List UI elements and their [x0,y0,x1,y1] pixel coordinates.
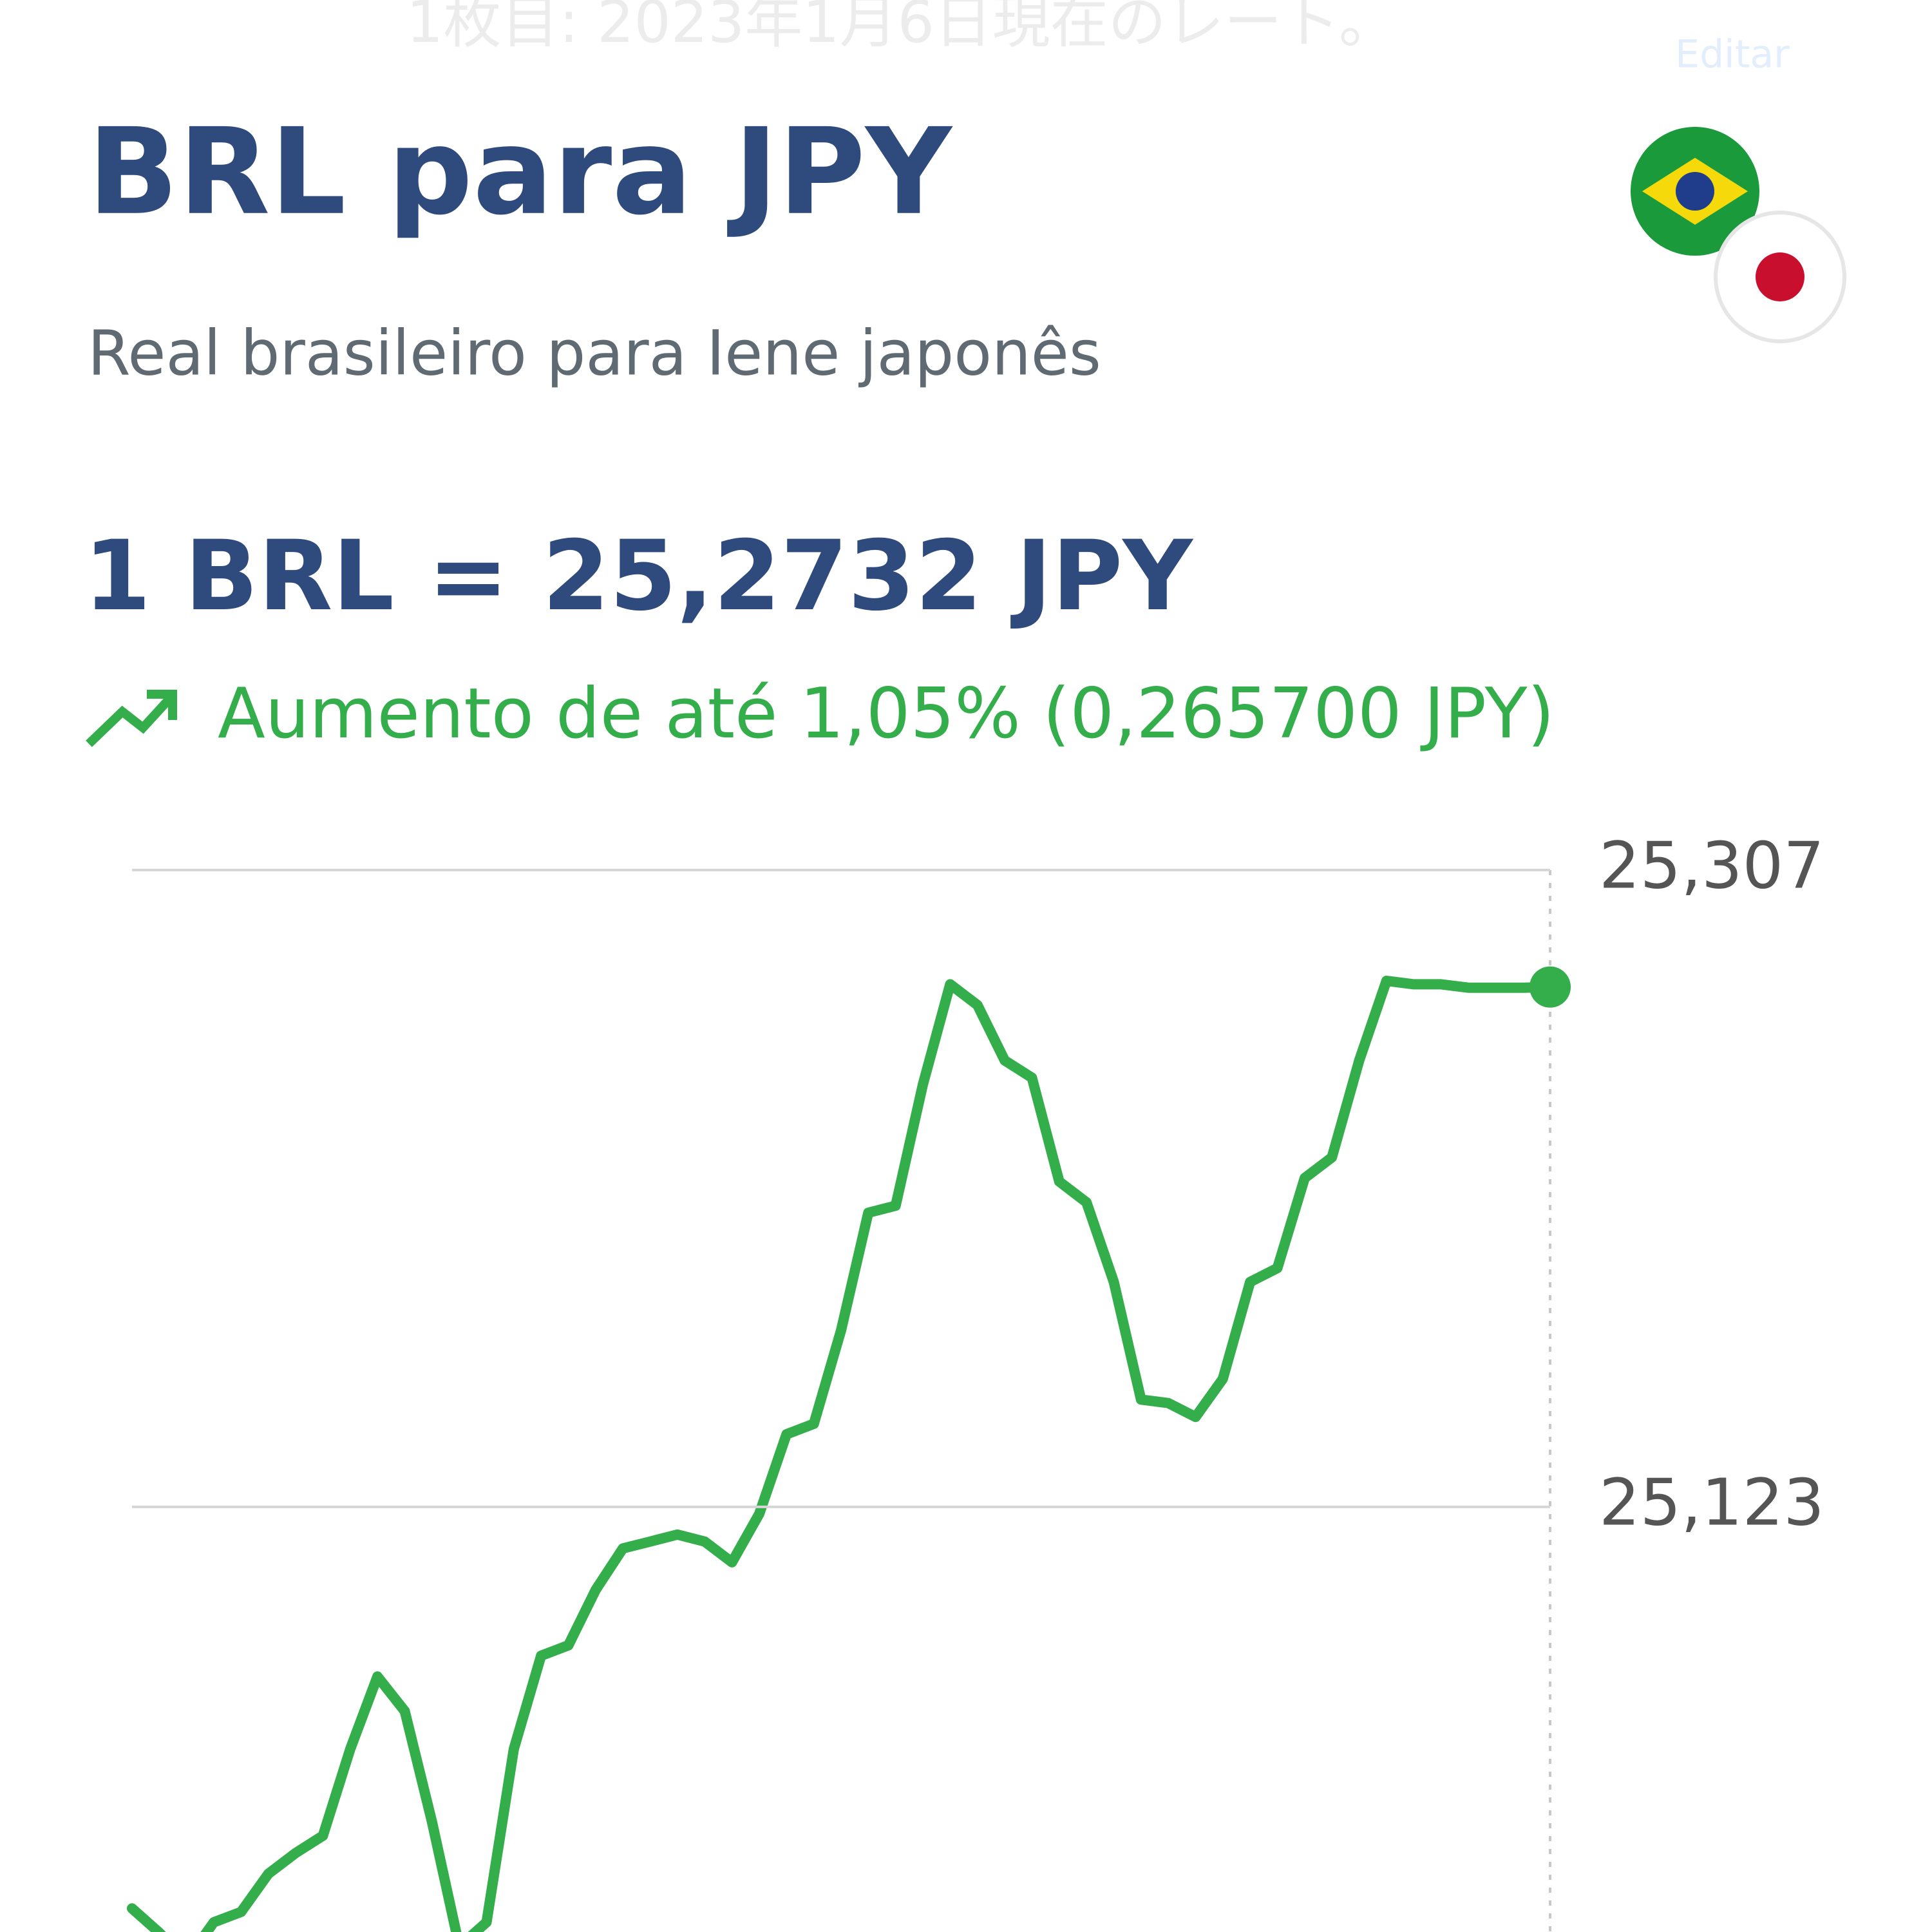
top-note: 1枚目: 2023年1月6日現在のレート。 [406,0,1397,56]
y-tick-label: 25,307 [1599,828,1824,903]
plot [127,966,1571,1932]
rate-line [127,976,1555,1932]
brazil-globe [1676,172,1714,211]
flags [1631,127,1846,343]
trend-icon [86,694,175,748]
trend-icon-arrow [147,690,177,720]
subtitle: Real brasileiro para Iene japonês [88,317,1101,389]
current-point [1530,966,1571,1008]
change: Aumento de até 1,05% (0,265700 JPY) [218,674,1555,754]
edit-link[interactable]: Editar [1675,32,1790,77]
title: BRL para JPY [88,102,953,242]
y-tick-label: 25,123 [1599,1464,1824,1540]
rate: 1 BRL = 25,2732 JPY [84,520,1194,632]
japan-sun [1756,252,1804,301]
